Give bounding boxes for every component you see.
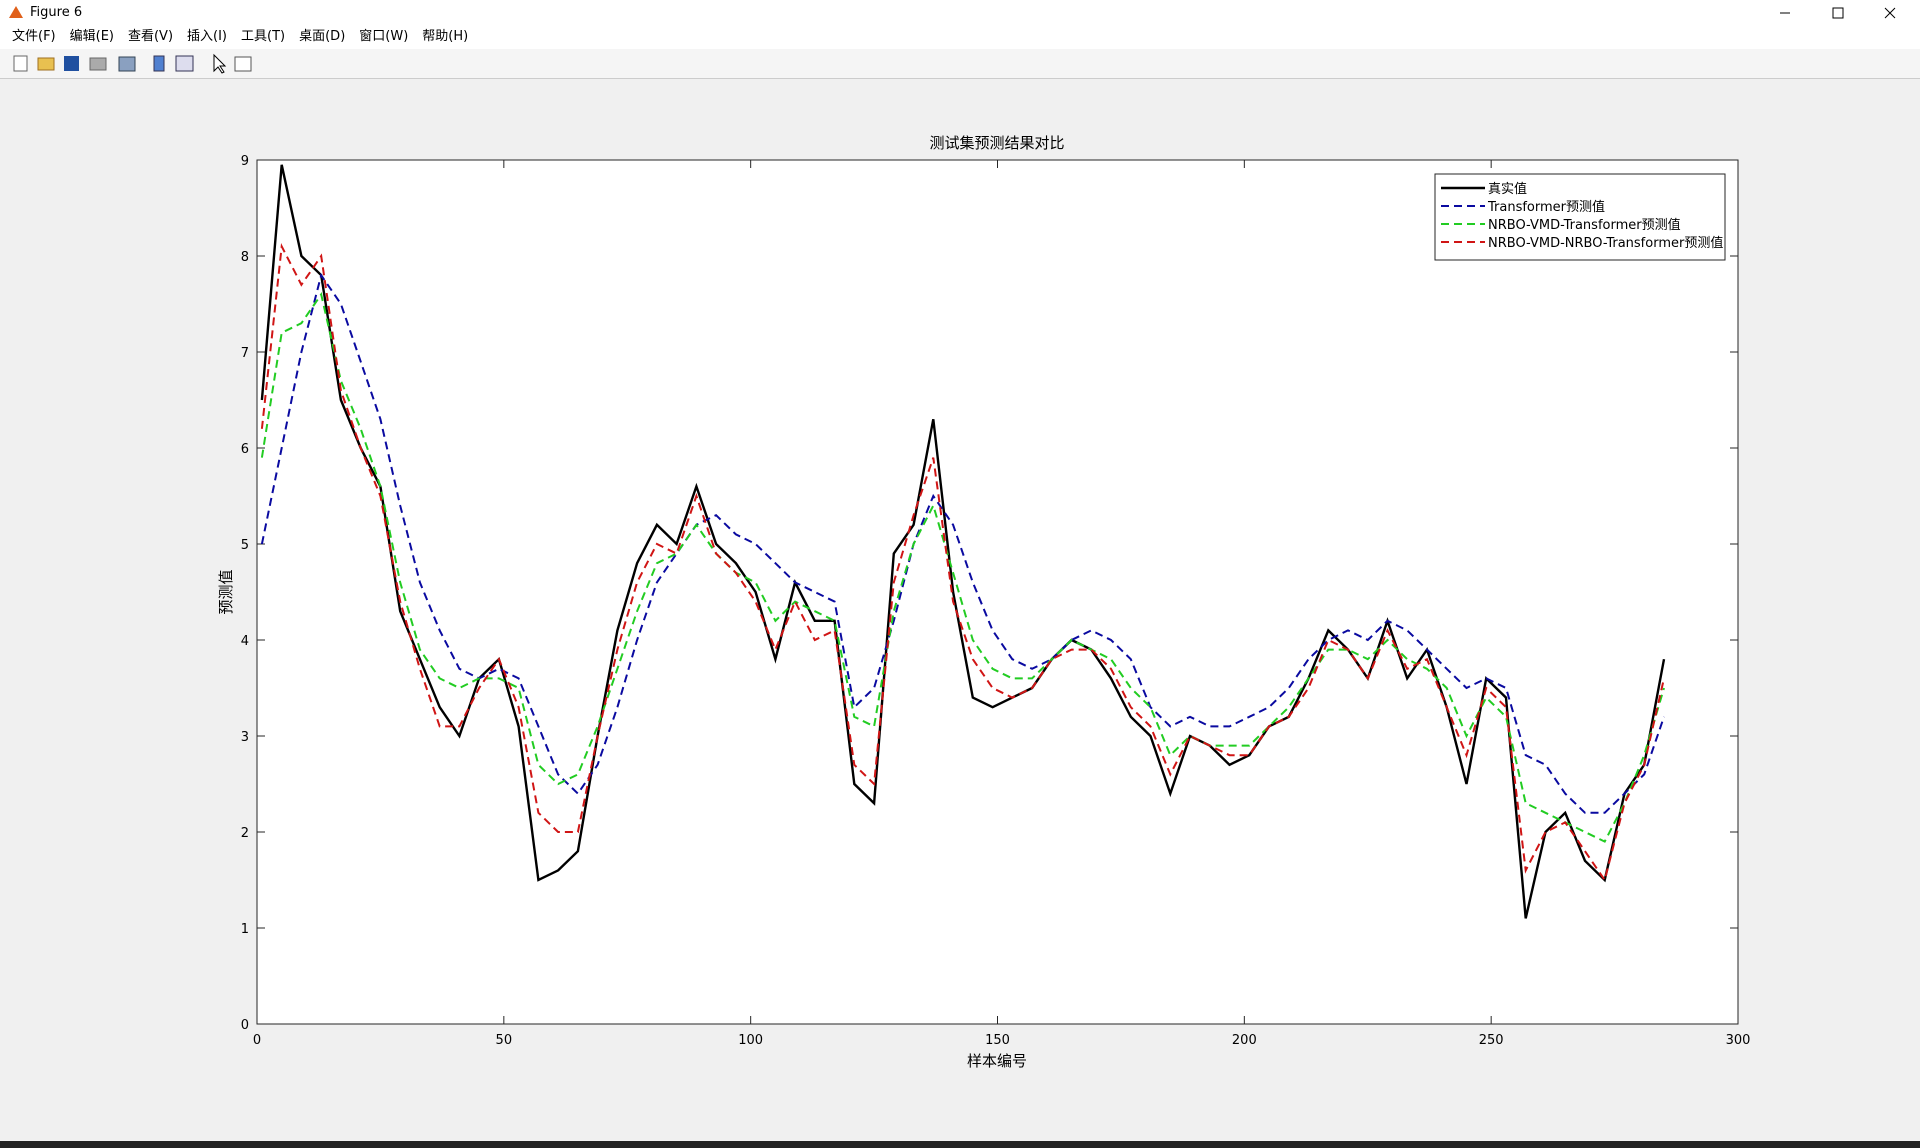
app-icon	[9, 6, 23, 18]
series-line	[260, 164, 1666, 919]
axes-box	[256, 159, 1739, 1025]
menu-item[interactable]: 工具(T)	[241, 29, 286, 44]
menu-bar: 文件(F) 编辑(E) 查看(V) 插入(I) 工具(T) 桌面(D) 窗口(W) 帮助(H)	[0, 25, 1920, 49]
x-tick-label: 50	[496, 1033, 513, 1048]
toolbar-icons[interactable]	[0, 49, 260, 78]
legend-label: NRBO-VMD-Transformer预测值	[1488, 217, 1681, 233]
series-line	[260, 272, 1665, 814]
menu-item[interactable]: 插入(I)	[187, 29, 228, 44]
menu-item[interactable]: 查看(V)	[127, 29, 174, 44]
x-tick-label: 300	[1726, 1033, 1751, 1048]
property-icon[interactable]	[234, 56, 252, 72]
menu-item[interactable]: 编辑(E)	[69, 29, 114, 44]
x-tick-label: 100	[738, 1033, 763, 1048]
legend-label: 真实值	[1488, 181, 1527, 197]
menu-item[interactable]: 文件(F)	[12, 29, 56, 44]
menu-item[interactable]: 窗口(W)	[359, 29, 409, 44]
y-tick-label: 7	[241, 346, 249, 361]
menu-item[interactable]: 帮助(H)	[422, 29, 469, 44]
chart: 测试集预测结果对比 样本编号 预测值 0 50 100 150 200 250 300 0 1 2…	[217, 134, 1751, 1070]
y-tick-label: 0	[241, 1018, 249, 1033]
y-tick-label: 6	[241, 442, 249, 457]
x-tick-label: 150	[985, 1033, 1010, 1048]
print-preview-icon[interactable]	[118, 56, 136, 72]
chart-title: 测试集预测结果对比	[929, 134, 1064, 152]
y-tick-label: 5	[241, 538, 249, 553]
x-tick-label: 0	[253, 1033, 261, 1048]
y-axis-label: 预测值	[217, 569, 235, 614]
y-tick-label: 2	[241, 826, 249, 841]
taskbar-strip	[0, 1141, 1920, 1148]
legend-label: NRBO-VMD-NRBO-Transformer预测值	[1488, 235, 1723, 251]
title-bar: Figure 6	[0, 0, 1920, 25]
x-tick-label: 200	[1232, 1033, 1257, 1048]
y-tick-label: 4	[241, 634, 249, 649]
toolbar	[0, 49, 1920, 79]
y-tick-label: 3	[241, 730, 249, 745]
legend-icon[interactable]	[175, 55, 194, 72]
maximize[interactable]	[1832, 7, 1844, 19]
y-tick-label: 8	[241, 250, 249, 265]
menu-item[interactable]: 桌面(D)	[299, 29, 346, 44]
legend-label: Transformer预测值	[1487, 199, 1605, 215]
close[interactable]	[1884, 7, 1896, 19]
new-icon[interactable]	[13, 55, 28, 72]
window-title: Figure 6	[30, 5, 83, 20]
window-controls[interactable]	[1760, 0, 1920, 25]
print-icon[interactable]	[89, 57, 107, 71]
colorbar-icon[interactable]	[153, 55, 165, 72]
open-icon[interactable]	[37, 57, 55, 71]
y-tick-label: 1	[241, 922, 249, 937]
axes-background	[257, 160, 1738, 1024]
save-icon[interactable]	[64, 56, 79, 71]
x-axis-label: 样本编号	[967, 1052, 1027, 1070]
y-tick-label: 9	[241, 154, 249, 169]
pointer-icon[interactable]	[213, 53, 227, 74]
x-tick-label: 250	[1479, 1033, 1504, 1048]
